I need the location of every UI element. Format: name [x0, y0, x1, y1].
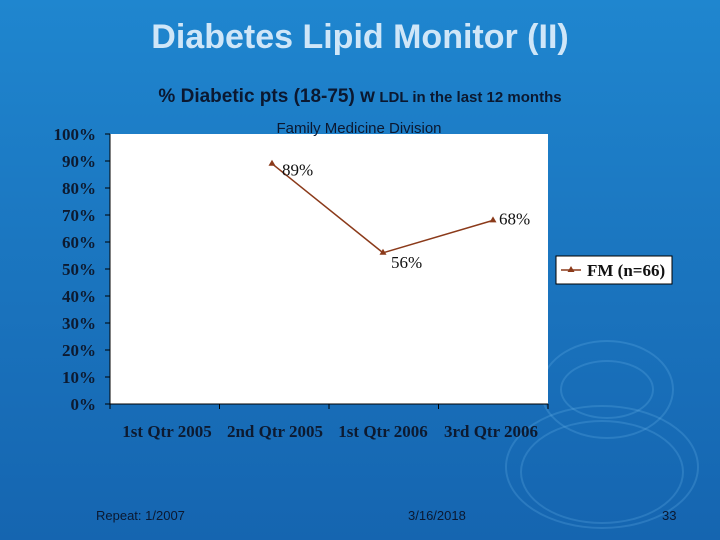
plot-area [110, 134, 548, 404]
ripple-decoration [505, 405, 699, 529]
y-tick-label: 40% [62, 287, 96, 306]
y-tick-label: 60% [62, 233, 96, 252]
x-axis-ticks: 1st Qtr 2005 2nd Qtr 2005 1st Qtr 2006 3rd … [109, 404, 549, 441]
y-tick-label: 80% [62, 179, 96, 198]
y-tick-label: 10% [62, 368, 96, 387]
y-tick-label: 30% [62, 314, 96, 333]
data-point-marker [379, 248, 387, 255]
y-tick-label: 0% [71, 395, 97, 414]
x-tick-label: 2nd Qtr 2005 [227, 422, 323, 441]
x-tick-label: 1st Qtr 2006 [338, 422, 427, 441]
data-point-marker [268, 159, 276, 166]
legend: FM (n=66) [555, 255, 673, 285]
chart-subtitle: % Diabetic pts (18-75) w LDL in the last… [0, 86, 720, 108]
footer-date: 3/16/2018 [408, 508, 466, 523]
y-tick-label: 90% [62, 152, 96, 171]
legend-series-label: FM (n=66) [587, 261, 665, 280]
y-tick-label: 100% [54, 125, 97, 144]
y-tick-label: 50% [62, 260, 96, 279]
legend-swatch-marker [567, 266, 575, 272]
series-layer: 89% 56% 68% [268, 159, 530, 272]
x-tick-label: 1st Qtr 2005 [122, 422, 211, 441]
y-tick-label: 70% [62, 206, 96, 225]
slide-title: Diabetes Lipid Monitor (II) [151, 18, 569, 56]
data-label: 68% [499, 209, 530, 228]
data-label: 56% [391, 253, 422, 272]
subtitle-rest: LDL in the last 12 months [379, 89, 562, 106]
page-number: 33 [662, 508, 677, 523]
x-tick-label: 3rd Qtr 2006 [444, 422, 538, 441]
chart-title: Family Medicine Division [276, 120, 441, 137]
y-axis-ticks: 0% 10% 20% 30% 40% 50% 60% 70% 80% 90% 100% [54, 125, 110, 414]
data-point-marker [489, 216, 497, 223]
y-tick-label: 20% [62, 341, 96, 360]
subtitle-main: % Diabetic pts (18-75) w [158, 86, 375, 107]
footer-left: Repeat: 1/2007 [96, 508, 185, 523]
data-label: 89% [282, 161, 313, 180]
